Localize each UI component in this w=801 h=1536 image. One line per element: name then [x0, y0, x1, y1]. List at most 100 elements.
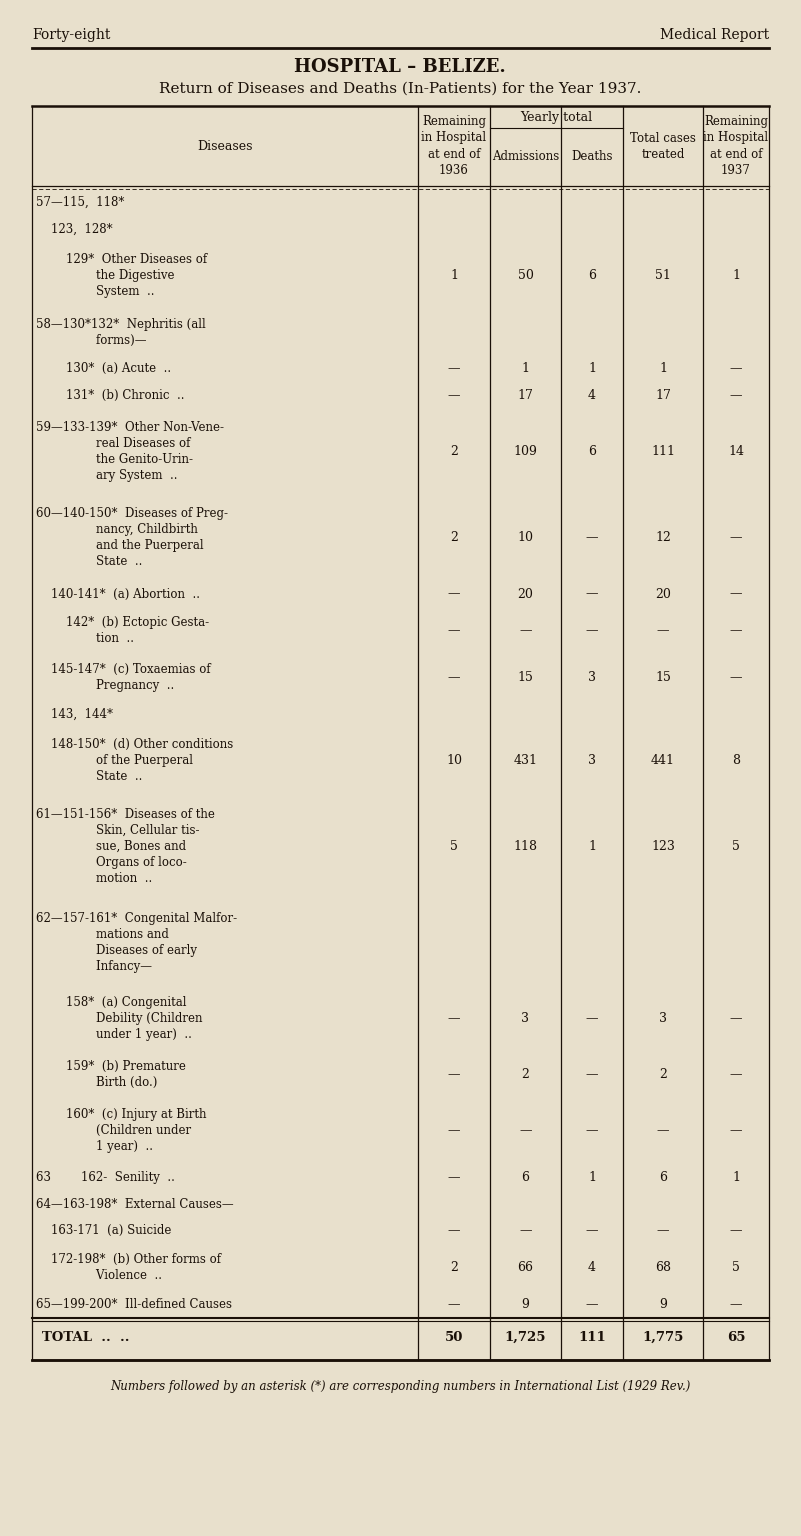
- Text: 2: 2: [450, 531, 458, 544]
- Text: 4: 4: [588, 389, 596, 402]
- Text: 142*  (b) Ectopic Gesta-
                tion  ..: 142* (b) Ectopic Gesta- tion ..: [36, 616, 209, 645]
- Text: —: —: [730, 588, 743, 601]
- Text: 9: 9: [659, 1298, 667, 1310]
- Text: —: —: [448, 1068, 461, 1081]
- Text: 129*  Other Diseases of
                the Digestive
                System  ..: 129* Other Diseases of the Digestive Sys…: [36, 253, 207, 298]
- Text: 17: 17: [517, 389, 533, 402]
- Text: 6: 6: [659, 1170, 667, 1184]
- Text: 1: 1: [588, 362, 596, 375]
- Text: 163-171  (a) Suicide: 163-171 (a) Suicide: [36, 1224, 171, 1238]
- Text: —: —: [448, 671, 461, 684]
- Text: Return of Diseases and Deaths (In-Patients) for the Year 1937.: Return of Diseases and Deaths (In-Patien…: [159, 81, 641, 95]
- Text: 12: 12: [655, 531, 671, 544]
- Text: Diseases: Diseases: [197, 140, 253, 152]
- Text: —: —: [448, 1124, 461, 1137]
- Text: 66: 66: [517, 1261, 533, 1273]
- Text: 148-150*  (d) Other conditions
                of the Puerperal
                : 148-150* (d) Other conditions of the Pue…: [36, 737, 233, 783]
- Text: Remaining
in Hospital
at end of
1936: Remaining in Hospital at end of 1936: [421, 115, 486, 177]
- Text: 64—163-198*  External Causes—: 64—163-198* External Causes—: [36, 1198, 234, 1210]
- Text: 17: 17: [655, 389, 671, 402]
- Text: 441: 441: [651, 754, 675, 766]
- Text: 3: 3: [659, 1012, 667, 1025]
- Text: 143,  144*: 143, 144*: [36, 707, 113, 720]
- Text: —: —: [586, 624, 598, 637]
- Text: 9: 9: [521, 1298, 529, 1310]
- Text: 57—115,  118*: 57—115, 118*: [36, 197, 124, 209]
- Text: TOTAL  ..  ..: TOTAL .. ..: [42, 1330, 130, 1344]
- Text: 1: 1: [588, 840, 596, 852]
- Text: 5: 5: [732, 840, 740, 852]
- Text: 109: 109: [513, 445, 537, 458]
- Text: 10: 10: [446, 754, 462, 766]
- Text: —: —: [448, 389, 461, 402]
- Text: 15: 15: [655, 671, 671, 684]
- Text: 5: 5: [732, 1261, 740, 1273]
- Text: 131*  (b) Chronic  ..: 131* (b) Chronic ..: [36, 389, 184, 402]
- Text: Forty-eight: Forty-eight: [32, 28, 111, 41]
- Text: 8: 8: [732, 754, 740, 766]
- Text: —: —: [730, 671, 743, 684]
- Text: 20: 20: [517, 588, 533, 601]
- Text: —: —: [586, 1298, 598, 1310]
- Text: 6: 6: [588, 445, 596, 458]
- Text: 20: 20: [655, 588, 671, 601]
- Text: 1: 1: [732, 1170, 740, 1184]
- Text: —: —: [657, 1224, 670, 1238]
- Text: —: —: [657, 624, 670, 637]
- Text: 50: 50: [517, 269, 533, 283]
- Text: Remaining
in Hospital
at end of
1937: Remaining in Hospital at end of 1937: [703, 115, 769, 177]
- Text: —: —: [730, 362, 743, 375]
- Text: 1,725: 1,725: [505, 1330, 546, 1344]
- Text: —: —: [586, 1124, 598, 1137]
- Text: —: —: [519, 624, 532, 637]
- Text: 111: 111: [578, 1330, 606, 1344]
- Text: —: —: [730, 1012, 743, 1025]
- Text: 158*  (a) Congenital
                Debility (Children
                under 1 : 158* (a) Congenital Debility (Children u…: [36, 995, 203, 1041]
- Text: Admissions: Admissions: [492, 149, 559, 163]
- Text: 1: 1: [732, 269, 740, 283]
- Text: 3: 3: [588, 754, 596, 766]
- Text: Yearly total: Yearly total: [521, 111, 593, 124]
- Text: —: —: [730, 1124, 743, 1137]
- Text: Numbers followed by an asterisk (*) are corresponding numbers in International L: Numbers followed by an asterisk (*) are …: [110, 1379, 690, 1393]
- Text: 2: 2: [450, 445, 458, 458]
- Text: —: —: [448, 362, 461, 375]
- Text: —: —: [730, 624, 743, 637]
- Text: —: —: [519, 1224, 532, 1238]
- Text: —: —: [448, 1170, 461, 1184]
- Text: 63        162-  Senility  ..: 63 162- Senility ..: [36, 1170, 175, 1184]
- Text: 65—199-200*  Ill-defined Causes: 65—199-200* Ill-defined Causes: [36, 1298, 232, 1310]
- Text: —: —: [657, 1124, 670, 1137]
- Text: 111: 111: [651, 445, 675, 458]
- Text: 1: 1: [521, 362, 529, 375]
- Text: 431: 431: [513, 754, 537, 766]
- Text: 15: 15: [517, 671, 533, 684]
- Text: —: —: [586, 1224, 598, 1238]
- Text: 145-147*  (c) Toxaemias of
                Pregnancy  ..: 145-147* (c) Toxaemias of Pregnancy ..: [36, 662, 211, 691]
- Text: 1: 1: [588, 1170, 596, 1184]
- Text: 65: 65: [727, 1330, 745, 1344]
- Text: 51: 51: [655, 269, 671, 283]
- Text: 6: 6: [521, 1170, 529, 1184]
- Text: 62—157-161*  Congenital Malfor-
                mations and
                Dise: 62—157-161* Congenital Malfor- mations a…: [36, 911, 237, 972]
- Text: —: —: [730, 1298, 743, 1310]
- Text: Deaths: Deaths: [571, 149, 613, 163]
- Text: 1,775: 1,775: [642, 1330, 684, 1344]
- Text: 5: 5: [450, 840, 458, 852]
- Text: 58—130*132*  Nephritis (all
                forms)—: 58—130*132* Nephritis (all forms)—: [36, 318, 206, 347]
- Text: —: —: [586, 1012, 598, 1025]
- Text: —: —: [448, 1298, 461, 1310]
- Text: —: —: [448, 588, 461, 601]
- Text: 3: 3: [588, 671, 596, 684]
- Text: 59—133-139*  Other Non-Vene-
                real Diseases of
                th: 59—133-139* Other Non-Vene- real Disease…: [36, 421, 224, 482]
- Text: HOSPITAL – BELIZE.: HOSPITAL – BELIZE.: [294, 58, 506, 75]
- Text: —: —: [448, 1012, 461, 1025]
- Text: Medical Report: Medical Report: [660, 28, 769, 41]
- Text: 1: 1: [659, 362, 667, 375]
- Text: 118: 118: [513, 840, 537, 852]
- Text: —: —: [730, 531, 743, 544]
- Text: 60—140-150*  Diseases of Preg-
                nancy, Childbirth
               : 60—140-150* Diseases of Preg- nancy, Chi…: [36, 507, 228, 568]
- Text: 10: 10: [517, 531, 533, 544]
- Text: —: —: [448, 1224, 461, 1238]
- Text: 50: 50: [445, 1330, 463, 1344]
